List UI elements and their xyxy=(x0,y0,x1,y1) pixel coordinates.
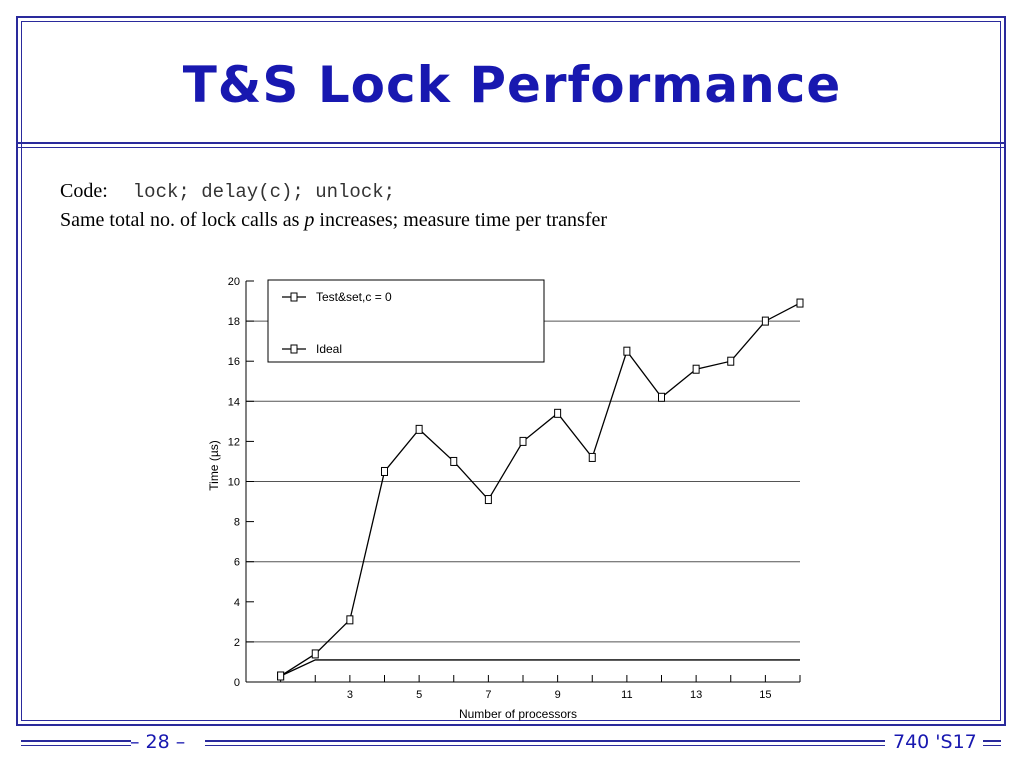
data-point xyxy=(796,298,804,308)
footer-rule-right xyxy=(983,740,1001,742)
y-axis-label: Time (µs) xyxy=(207,440,221,490)
x-tick-label: 7 xyxy=(485,689,491,701)
y-tick-label: 20 xyxy=(228,276,240,288)
course-label: 740 'S17 xyxy=(893,731,977,753)
data-point xyxy=(623,346,631,356)
slide-title: T&S Lock Performance xyxy=(182,56,842,114)
y-tick-label: 18 xyxy=(228,316,240,328)
data-point xyxy=(658,392,665,402)
data-point xyxy=(346,615,354,625)
y-tick-label: 6 xyxy=(234,557,240,569)
legend-swatch-marker xyxy=(290,344,298,354)
desc-variable: p xyxy=(304,209,315,231)
data-point xyxy=(450,456,458,466)
y-tick-label: 14 xyxy=(228,396,240,408)
code-text: lock; delay(c); unlock; xyxy=(132,181,396,203)
data-point xyxy=(761,316,769,326)
x-tick-label: 9 xyxy=(555,689,561,701)
legend-label: Ideal xyxy=(316,342,342,356)
code-label: Code: xyxy=(60,180,108,202)
y-tick-label: 2 xyxy=(234,637,240,649)
y-tick-label: 12 xyxy=(228,436,240,448)
x-axis-label: Number of processors xyxy=(459,707,577,721)
code-line: Code: lock; delay(c); unlock; xyxy=(60,180,395,203)
data-point xyxy=(692,364,700,374)
desc-suffix: increases; measure time per transfer xyxy=(314,209,608,231)
slide-frame xyxy=(16,16,1006,726)
y-tick-label: 4 xyxy=(234,597,240,609)
x-tick-label: 3 xyxy=(347,689,353,701)
footer-rule-right-thin xyxy=(983,745,1001,746)
footer-rule-middle-thin xyxy=(205,745,885,746)
slide-frame-inner xyxy=(21,21,1001,721)
series-line xyxy=(280,302,801,677)
title-divider-thin xyxy=(16,147,1006,148)
desc-prefix: Same total no. of lock calls as xyxy=(60,209,305,231)
data-point xyxy=(519,436,527,446)
legend-label: Test&set,c = 0 xyxy=(316,290,392,304)
legend-box xyxy=(267,279,545,363)
description-line: Same total no. of lock calls as p increa… xyxy=(60,209,607,232)
data-point xyxy=(277,671,285,681)
data-point xyxy=(588,452,596,462)
data-point xyxy=(727,356,735,366)
title-divider xyxy=(16,142,1006,144)
x-tick-label: 15 xyxy=(759,689,771,701)
data-point xyxy=(554,408,562,418)
footer-rule-middle xyxy=(205,740,885,742)
x-tick-label: 11 xyxy=(621,689,632,701)
series-line xyxy=(280,659,800,677)
x-tick-label: 5 xyxy=(416,689,422,701)
legend-swatch-marker xyxy=(290,292,298,302)
x-tick-label: 13 xyxy=(690,689,702,701)
y-tick-label: 8 xyxy=(234,517,240,529)
data-point xyxy=(311,649,319,659)
page-number: – 28 – xyxy=(130,731,186,753)
footer-rule-left xyxy=(21,740,131,742)
y-tick-label: 16 xyxy=(228,356,240,368)
y-tick-label: 0 xyxy=(234,677,240,689)
data-point xyxy=(381,466,388,476)
data-point xyxy=(415,424,423,434)
data-point xyxy=(484,495,492,505)
footer-rule-left-thin xyxy=(21,745,131,746)
y-tick-label: 10 xyxy=(228,477,240,489)
